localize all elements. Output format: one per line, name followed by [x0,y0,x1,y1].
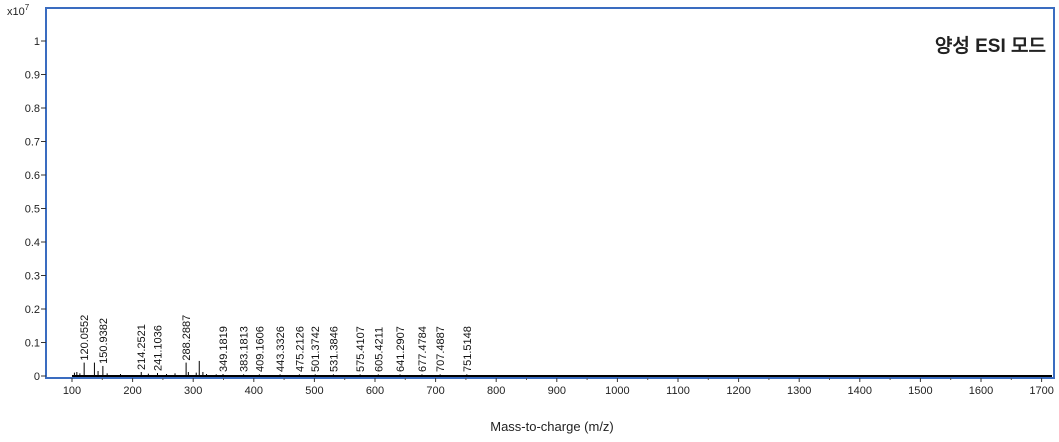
peak-mz-label: 751.5148 [462,326,474,372]
peak-mz-label: 677.4784 [417,326,429,372]
x-tick-label: 1700 [1029,385,1053,397]
y-tick-label: 0.8 [25,103,40,115]
y-tick-label: 0.7 [25,137,40,149]
peak-mz-label: 383.1813 [239,326,251,372]
x-tick-label: 1200 [726,385,750,397]
x-tick-label: 1100 [666,385,690,397]
peak-labels: 120.0552 150.9382 214.2521 241.1036 288.2887… [79,315,474,372]
mode-annotation: 양성 ESI 모드 [935,35,1046,57]
peak-mz-label: 241.1036 [153,325,165,371]
peak-mz-label: 707.4887 [435,326,447,372]
peak-mz-label: 409.1606 [254,326,266,372]
x-tick-label: 1300 [787,385,811,397]
x-tick-label: 500 [305,385,323,397]
x-tick-label: 1000 [605,385,629,397]
y-scale-multiplier: x107 [7,3,30,18]
peak-mz-label: 531.3846 [328,326,340,372]
y-axis: 0 0.1 0.2 0.3 0.4 0.5 0.6 0.7 0.8 0.9 1 [25,36,46,383]
y-tick-label: 0.2 [25,304,40,316]
x-axis-title: Mass-to-charge (m/z) [490,419,614,434]
peak-mz-label: 120.0552 [79,315,91,361]
y-tick-label: 1 [34,36,40,48]
x-tick-label: 1600 [969,385,993,397]
y-tick-label: 0.9 [25,70,40,82]
peak-mz-label: 288.2887 [181,315,193,361]
x-tick-label: 1500 [908,385,932,397]
x-axis: 100 200 300 400 500 600 700 800 900 1000 1100 1200 1… [63,378,1054,397]
x-tick-label: 900 [548,385,566,397]
x-tick-label: 700 [426,385,444,397]
y-tick-label: 0.6 [25,170,40,182]
y-tick-label: 0.5 [25,204,40,216]
x-tick-label: 600 [366,385,384,397]
x-tick-label: 200 [123,385,141,397]
y-tick-label: 0 [34,371,40,383]
peaks [73,360,468,376]
peak-mz-label: 214.2521 [136,324,148,370]
x-tick-label: 100 [63,385,81,397]
peak-mz-label: 501.3742 [310,326,322,372]
y-tick-label: 0.1 [25,338,40,350]
y-tick-label: 0.4 [25,237,40,249]
peak-mz-label: 150.9382 [98,318,110,364]
x-tick-label: 800 [487,385,505,397]
peak-mz-label: 605.4211 [373,327,385,372]
plot-border [45,7,1055,379]
x-tick-label: 300 [184,385,202,397]
x-tick-label: 400 [245,385,263,397]
y-tick-label: 0.3 [25,271,40,283]
peak-mz-label: 641.2907 [395,326,407,372]
peak-mz-label: 349.1819 [218,326,230,372]
plot-frame [45,7,1055,379]
x-tick-label: 1400 [848,385,872,397]
peak-mz-label: 575.4107 [355,326,367,372]
peak-mz-label: 475.2126 [294,326,306,372]
peak-mz-label: 443.3326 [275,326,287,372]
